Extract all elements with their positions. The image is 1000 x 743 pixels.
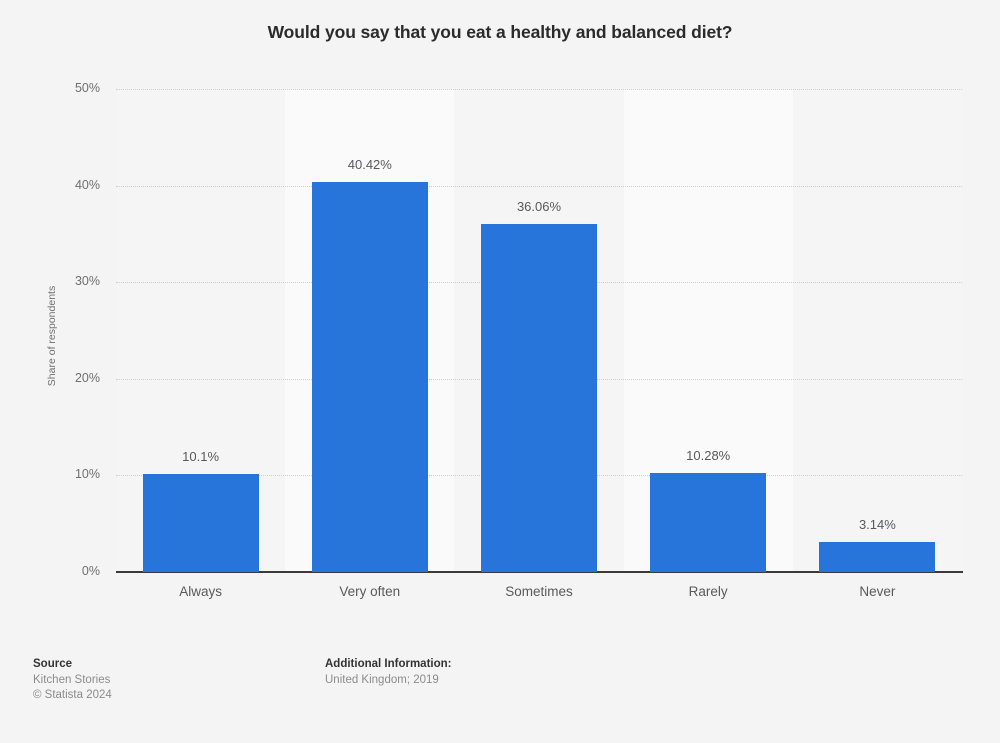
bar[interactable]: [311, 181, 428, 572]
bar-value-label: 10.28%: [686, 447, 731, 463]
chart-footer: Source Kitchen Stories © Statista 2024 A…: [0, 652, 1000, 743]
gridline: [116, 89, 962, 90]
additional-info-text: United Kingdom; 2019: [325, 674, 439, 686]
source-name: Kitchen Stories: [33, 674, 111, 686]
y-axis-tick-label: 20%: [74, 370, 100, 385]
x-axis-tick-label: Rarely: [688, 584, 728, 599]
copyright-line: © Statista 2024: [33, 689, 112, 701]
x-axis-tick-label: Sometimes: [505, 584, 573, 599]
bar[interactable]: [819, 541, 936, 572]
additional-info-block: Additional Information: United Kingdom; …: [325, 658, 451, 688]
y-axis-tick-label: 0%: [81, 564, 100, 578]
page-title: Would you say that you eat a healthy and…: [267, 22, 733, 42]
bar-value-label: 40.42%: [347, 156, 392, 172]
x-axis-baseline: [116, 571, 963, 573]
source-block: Source Kitchen Stories © Statista 2024: [33, 658, 112, 703]
additional-info-heading: Additional Information:: [325, 658, 452, 670]
x-axis-tick-label: Always: [179, 584, 222, 599]
gridline: [116, 185, 962, 187]
bar-value-label: 36.06%: [516, 198, 562, 214]
bar[interactable]: [481, 223, 597, 572]
y-axis-tick-label: 10%: [74, 467, 100, 482]
y-axis-title: Share of respondents: [46, 285, 58, 387]
bar-value-label: 3.14%: [858, 516, 896, 532]
y-axis-tick-label: 50%: [74, 81, 100, 95]
x-axis-tick-label: Never: [859, 584, 896, 599]
plot-band: [792, 89, 962, 572]
source-heading: Source: [33, 658, 72, 670]
bar[interactable]: [142, 474, 259, 572]
bar-value-label: 10.1%: [182, 449, 220, 465]
x-axis-tick-label: Very often: [339, 584, 401, 599]
bar[interactable]: [650, 472, 767, 572]
y-axis-tick-label: 40%: [74, 177, 100, 192]
y-axis-tick-label: 30%: [74, 274, 100, 289]
